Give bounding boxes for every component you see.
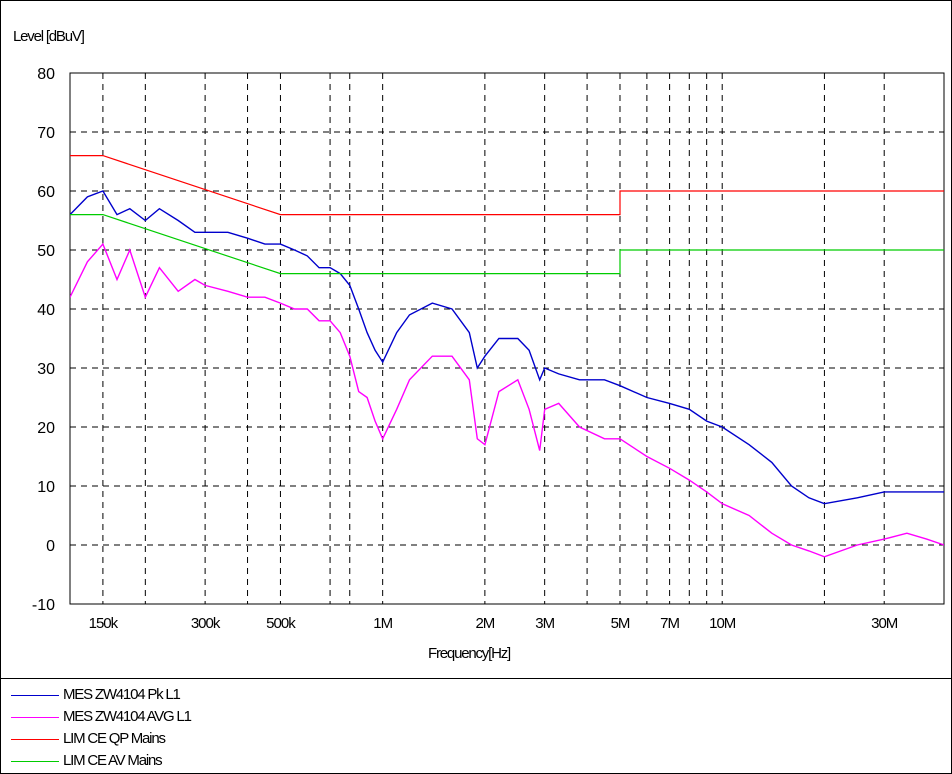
legend-item-qp: LIM CE QP Mains <box>11 729 411 749</box>
x-tick-label: 10M <box>709 615 736 632</box>
y-axis-title: Level [dBuV] <box>13 28 85 45</box>
x-axis-title: Frequency[Hz] <box>428 645 511 662</box>
x-tick-label: 30M <box>871 615 898 632</box>
y-tick-label: 80 <box>37 66 55 83</box>
series-lim-qp <box>70 155 944 216</box>
series-pk-l1 <box>70 190 944 505</box>
x-tick-label: 5M <box>611 615 630 632</box>
y-tick-label: 70 <box>37 125 55 142</box>
legend-swatch-avg <box>11 717 59 718</box>
legend-swatch-av <box>11 761 59 762</box>
legend-label-pk: MES ZW4104 Pk L1 <box>63 686 181 703</box>
plot-area <box>69 72 945 605</box>
legend-label-qp: LIM CE QP Mains <box>63 730 166 747</box>
y-tick-label: 40 <box>37 302 55 319</box>
legend-swatch-pk <box>11 695 59 696</box>
y-tick-label: -10 <box>32 597 55 614</box>
legend-swatch-qp <box>11 739 59 740</box>
legend: MES ZW4104 Pk L1 MES ZW4104 AVG L1 LIM C… <box>1 678 951 774</box>
x-tick-label: 7M <box>660 615 679 632</box>
series-avg-l1 <box>70 242 944 558</box>
y-tick-label: 10 <box>37 479 55 496</box>
series-lim-av <box>70 214 944 275</box>
y-tick-label: 60 <box>37 184 55 201</box>
x-tick-label: 2M <box>475 615 494 632</box>
x-tick-label: 1M <box>373 615 392 632</box>
x-tick-label: 300k <box>191 615 221 632</box>
x-tick-label: 150k <box>89 615 119 632</box>
legend-item-pk: MES ZW4104 Pk L1 <box>11 685 411 705</box>
x-tick-label: 3M <box>535 615 554 632</box>
y-tick-label: 0 <box>46 538 55 555</box>
x-tick-label: 500k <box>266 615 296 632</box>
legend-label-avg: MES ZW4104 AVG L1 <box>63 708 192 725</box>
legend-item-avg: MES ZW4104 AVG L1 <box>11 707 411 727</box>
y-tick-label: 50 <box>37 243 55 260</box>
legend-item-av: LIM CE AV Mains <box>11 751 411 771</box>
legend-label-av: LIM CE AV Mains <box>63 752 163 769</box>
chart-plot: -10 0 10 20 30 40 50 60 70 80 150k 300k 500k 1M 2M 3M 5M… <box>13 28 945 662</box>
y-tick-label: 20 <box>37 420 55 437</box>
y-tick-label: 30 <box>37 361 55 378</box>
